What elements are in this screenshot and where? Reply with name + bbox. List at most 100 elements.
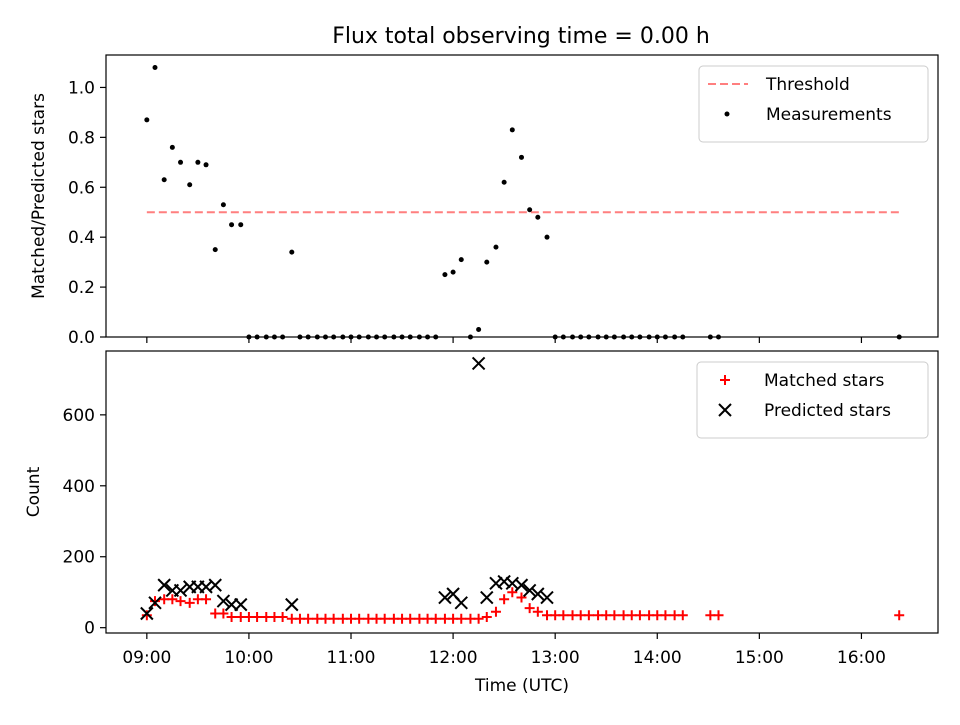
measurements-point	[518, 154, 524, 160]
matched-stars-point	[226, 612, 237, 623]
bottom-xtick-label: 11:00	[327, 648, 376, 668]
legend-measurements-swatch	[724, 111, 730, 117]
predicted-stars-point	[173, 583, 188, 598]
bottom-ytick-label: 400	[63, 477, 95, 497]
measurements-point	[161, 177, 167, 183]
bottom-xtick-label: 16:00	[837, 648, 886, 668]
measurements-point	[203, 162, 209, 168]
legend-predicted-swatch	[718, 403, 732, 417]
matched-stars-point	[167, 594, 178, 605]
matched-stars-point	[218, 608, 229, 619]
bottom-xtick-label: 12:00	[429, 648, 478, 668]
matched-stars-point	[634, 610, 645, 621]
predicted-stars-point	[514, 578, 529, 592]
bottom-xtick-label: 13:00	[531, 648, 580, 668]
bottom-ytick-label: 600	[63, 406, 95, 426]
matched-stars-point	[328, 613, 339, 624]
measurements-point	[509, 127, 515, 133]
matched-stars-point	[201, 594, 212, 605]
matched-stars-point	[354, 613, 365, 624]
predicted-stars-point	[148, 596, 162, 610]
matched-stars-point	[713, 610, 724, 621]
measurements-point	[152, 64, 158, 70]
matched-stars-point	[430, 613, 441, 624]
top-legend-box	[698, 65, 929, 143]
measurements-point	[527, 207, 533, 213]
matched-stars-point	[481, 612, 492, 623]
predicted-stars-point	[497, 574, 511, 589]
predicted-stars-point	[438, 590, 452, 605]
matched-stars-point	[532, 606, 543, 617]
measurements-point	[238, 222, 244, 228]
legend-label: Threshold	[765, 75, 850, 95]
matched-stars-point	[499, 594, 510, 605]
matched-stars-point	[150, 596, 161, 607]
legend-label: Measurements	[766, 105, 892, 125]
matched-stars-point	[303, 613, 314, 624]
top-ytick-label: 1.0	[68, 78, 95, 98]
measurements-point	[169, 144, 175, 150]
bottom-ytick-label: 200	[63, 548, 95, 568]
matched-stars-point	[277, 612, 288, 623]
matched-stars-point	[894, 610, 905, 621]
bottom-ytick-label: 0	[84, 619, 95, 639]
measurements-point	[493, 244, 499, 250]
matched-stars-point	[507, 587, 518, 598]
matched-stars-point	[379, 613, 390, 624]
top-panel: 0.0 0.2 0.4 0.6 0.8 1.0 Matched/Predicted star…	[29, 54, 939, 348]
bottom-xtick-label: 10:00	[224, 648, 273, 668]
bottom-ylabel: Count	[24, 466, 44, 517]
matched-stars-point	[456, 613, 467, 624]
top-ytick-label: 0.6	[68, 178, 95, 198]
measurements-point	[144, 117, 150, 123]
matched-stars-point	[252, 612, 263, 623]
matched-stars-point	[490, 606, 501, 617]
measurements-point	[501, 179, 507, 185]
predicted-stars-point	[540, 590, 554, 605]
bottom-xtick-label: 15:00	[735, 648, 784, 668]
predicted-stars-point	[208, 578, 222, 592]
measurements-point	[535, 214, 541, 220]
bottom-legend-box	[696, 361, 929, 439]
bottom-xtick-label: 14:00	[633, 648, 682, 668]
measurements-point	[458, 257, 464, 263]
matched-stars-point	[184, 597, 195, 608]
matched-stars-point	[609, 610, 620, 621]
bottom-xtick-label: 09:00	[122, 648, 171, 668]
predicted-stars-point	[522, 583, 537, 598]
predicted-stars-point	[140, 606, 154, 621]
measurements-point	[220, 202, 226, 208]
matched-stars-point	[473, 613, 484, 624]
top-ylabel: Matched/Predicted stars	[29, 93, 49, 299]
legend-matched-swatch	[720, 375, 730, 385]
measurements-point	[187, 182, 193, 188]
measurements-point	[476, 327, 482, 333]
measurements-point	[212, 247, 218, 253]
measurements-point	[229, 222, 235, 228]
predicted-stars-point	[454, 596, 468, 610]
predicted-stars-point	[531, 587, 545, 601]
predicted-stars-point	[157, 578, 171, 592]
measurements-point	[442, 272, 448, 278]
matched-stars-point	[141, 610, 152, 621]
predicted-stars-point	[216, 594, 231, 608]
matched-stars-point	[660, 610, 671, 621]
matched-stars-point	[524, 603, 535, 614]
measurements-point	[195, 159, 201, 165]
matched-stars-point	[677, 610, 688, 621]
measurements-point	[450, 269, 456, 275]
bottom-axes-frame	[105, 350, 939, 634]
matched-stars-point	[175, 596, 186, 607]
legend-label: Predicted stars	[764, 401, 891, 421]
legend-label: Matched stars	[764, 371, 884, 391]
measurements-point	[484, 259, 490, 265]
bottom-xlabel: Time (UTC)	[474, 676, 569, 696]
predicted-stars-point	[480, 590, 494, 605]
top-ytick-label: 0.2	[68, 278, 95, 298]
predicted-stars-point	[489, 576, 503, 591]
measurements-point	[289, 249, 295, 255]
top-ytick-label: 0.4	[68, 228, 95, 248]
predicted-stars-point	[471, 356, 486, 371]
